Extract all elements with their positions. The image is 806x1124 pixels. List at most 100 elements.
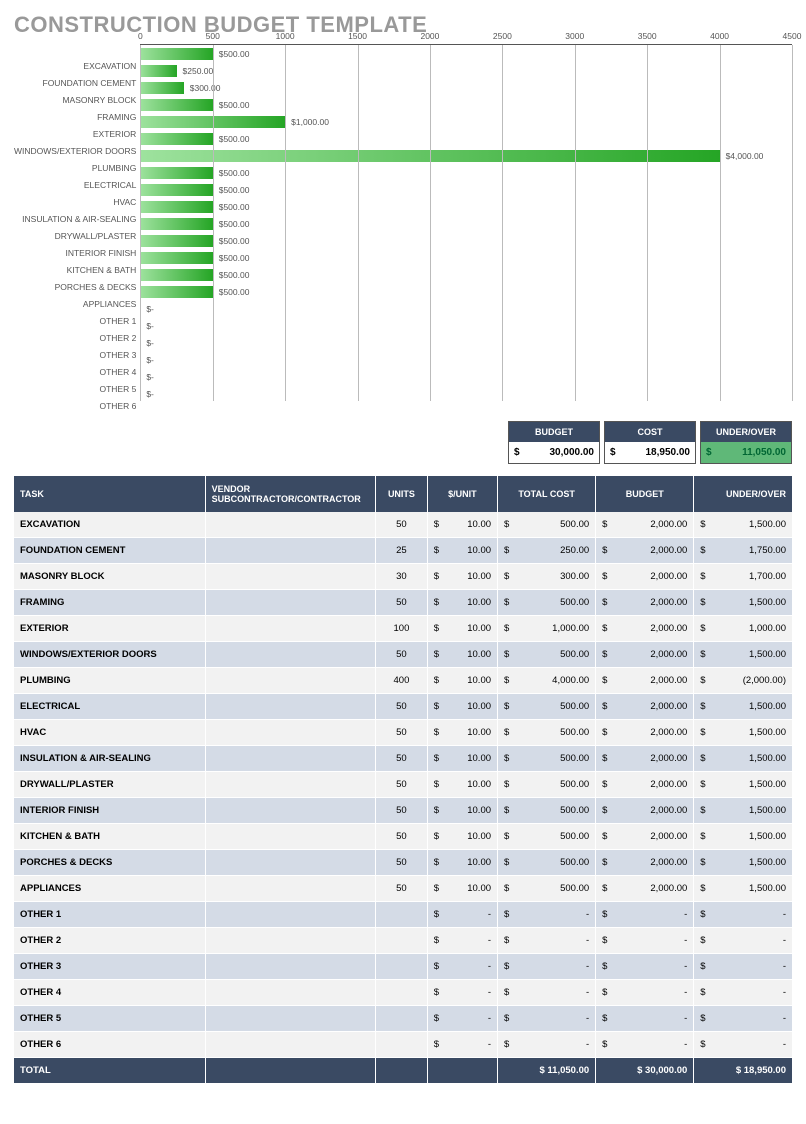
- chart-bar-value-label: $-: [146, 372, 154, 382]
- cell-units: 50: [376, 824, 428, 850]
- cell-budget: $2,000.00: [596, 668, 694, 694]
- chart-y-label: PLUMBING: [92, 160, 136, 177]
- chart-y-labels: EXCAVATIONFOUNDATION CEMENTMASONRY BLOCK…: [14, 44, 140, 415]
- cell-units: [376, 902, 428, 928]
- cell-total-cost: $-: [498, 1006, 596, 1032]
- cell-total-cost: $500.00: [498, 876, 596, 902]
- cell-units: 50: [376, 642, 428, 668]
- cell-budget: $2,000.00: [596, 876, 694, 902]
- cell-task: PORCHES & DECKS: [14, 850, 205, 876]
- chart-bars: $500.00$250.00$300.00$500.00$1,000.00$50…: [140, 45, 792, 402]
- chart-gridline: [213, 45, 214, 401]
- chart-y-label: OTHER 1: [99, 313, 136, 330]
- cell-vendor: [205, 798, 375, 824]
- chart-bar-value-label: $-: [146, 355, 154, 365]
- chart-bar-row: $-: [140, 351, 792, 368]
- cell-task: EXTERIOR: [14, 616, 205, 642]
- total-cost: $ 11,050.00: [498, 1058, 596, 1084]
- table-row: HVAC50$10.00$500.00$2,000.00$1,500.00: [14, 720, 792, 746]
- table-row: EXTERIOR100$10.00$1,000.00$2,000.00$1,00…: [14, 616, 792, 642]
- cell-budget: $-: [596, 1032, 694, 1058]
- cell-task: DRYWALL/PLASTER: [14, 772, 205, 798]
- cell-budget: $-: [596, 902, 694, 928]
- cell-budget: $2,000.00: [596, 616, 694, 642]
- chart-bar-row: $-: [140, 385, 792, 402]
- table-header-row: TASK VENDOR SUBCONTRACTOR/CONTRACTOR UNI…: [14, 476, 792, 512]
- chart-x-tick-label: 3500: [638, 31, 657, 41]
- cell-vendor: [205, 980, 375, 1006]
- chart-plot-area: 050010001500200025003000350040004500 $50…: [140, 44, 792, 401]
- cell-unit-price: $10.00: [427, 668, 497, 694]
- table-row: APPLIANCES50$10.00$500.00$2,000.00$1,500…: [14, 876, 792, 902]
- cell-under-over: $1,500.00: [694, 772, 792, 798]
- cell-vendor: [205, 616, 375, 642]
- chart-bar: [140, 48, 212, 60]
- cell-task: OTHER 6: [14, 1032, 205, 1058]
- chart-bar-value-label: $300.00: [190, 83, 221, 93]
- total-uo: $ 18,950.00: [694, 1058, 792, 1084]
- cell-total-cost: $500.00: [498, 512, 596, 538]
- chart-y-label: OTHER 6: [99, 398, 136, 415]
- chart-bar-row: $500.00: [140, 164, 792, 181]
- cell-task: FRAMING: [14, 590, 205, 616]
- chart-bar-value-label: $250.00: [183, 66, 214, 76]
- cell-budget: $2,000.00: [596, 850, 694, 876]
- table-row: DRYWALL/PLASTER50$10.00$500.00$2,000.00$…: [14, 772, 792, 798]
- chart-x-tick-label: 1000: [276, 31, 295, 41]
- cell-total-cost: $250.00: [498, 538, 596, 564]
- cell-vendor: [205, 928, 375, 954]
- summary-cost-head: COST: [605, 422, 695, 442]
- chart-bar-row: $300.00: [140, 79, 792, 96]
- table-row: OTHER 1$-$-$-$-: [14, 902, 792, 928]
- chart-bar: [140, 82, 183, 94]
- chart-bar-row: $500.00: [140, 96, 792, 113]
- summary-budget-value: $30,000.00: [509, 442, 599, 463]
- chart-bar-value-label: $500.00: [219, 287, 250, 297]
- cell-under-over: $1,500.00: [694, 512, 792, 538]
- cell-vendor: [205, 1006, 375, 1032]
- cell-total-cost: $-: [498, 954, 596, 980]
- chart-gridline: [720, 45, 721, 401]
- cell-unit-price: $10.00: [427, 564, 497, 590]
- cell-under-over: $1,500.00: [694, 720, 792, 746]
- th-budget: BUDGET: [596, 476, 694, 512]
- cell-vendor: [205, 902, 375, 928]
- cell-under-over: $1,750.00: [694, 538, 792, 564]
- chart-y-label: FRAMING: [97, 109, 136, 126]
- th-uo: UNDER/OVER: [694, 476, 792, 512]
- cell-units: 50: [376, 694, 428, 720]
- cell-vendor: [205, 850, 375, 876]
- cell-units: 50: [376, 590, 428, 616]
- table-row: KITCHEN & BATH50$10.00$500.00$2,000.00$1…: [14, 824, 792, 850]
- cell-units: [376, 1006, 428, 1032]
- cell-unit-price: $-: [427, 1032, 497, 1058]
- chart-bar: [140, 133, 212, 145]
- cell-task: HVAC: [14, 720, 205, 746]
- cell-unit-price: $10.00: [427, 616, 497, 642]
- cell-task: OTHER 2: [14, 928, 205, 954]
- cell-unit-price: $10.00: [427, 876, 497, 902]
- chart-y-label: KITCHEN & BATH: [67, 262, 137, 279]
- cell-budget: $2,000.00: [596, 720, 694, 746]
- cell-under-over: $-: [694, 928, 792, 954]
- chart-bar-row: $500.00: [140, 130, 792, 147]
- cell-budget: $-: [596, 980, 694, 1006]
- chart-bar: [140, 286, 212, 298]
- cell-task: FOUNDATION CEMENT: [14, 538, 205, 564]
- th-vendor: VENDOR SUBCONTRACTOR/CONTRACTOR: [205, 476, 375, 512]
- cell-task: OTHER 3: [14, 954, 205, 980]
- chart-gridline: [140, 45, 141, 401]
- chart-y-label: APPLIANCES: [83, 296, 136, 313]
- chart-y-label: HVAC: [113, 194, 136, 211]
- cell-units: 50: [376, 512, 428, 538]
- chart-gridline: [647, 45, 648, 401]
- cell-vendor: [205, 590, 375, 616]
- cell-units: 100: [376, 616, 428, 642]
- cell-budget: $2,000.00: [596, 746, 694, 772]
- chart-bar-value-label: $500.00: [219, 253, 250, 263]
- chart-x-tick-label: 500: [206, 31, 220, 41]
- th-cost: TOTAL COST: [498, 476, 596, 512]
- table-row: FRAMING50$10.00$500.00$2,000.00$1,500.00: [14, 590, 792, 616]
- cell-vendor: [205, 538, 375, 564]
- chart-y-label: MASONRY BLOCK: [62, 92, 136, 109]
